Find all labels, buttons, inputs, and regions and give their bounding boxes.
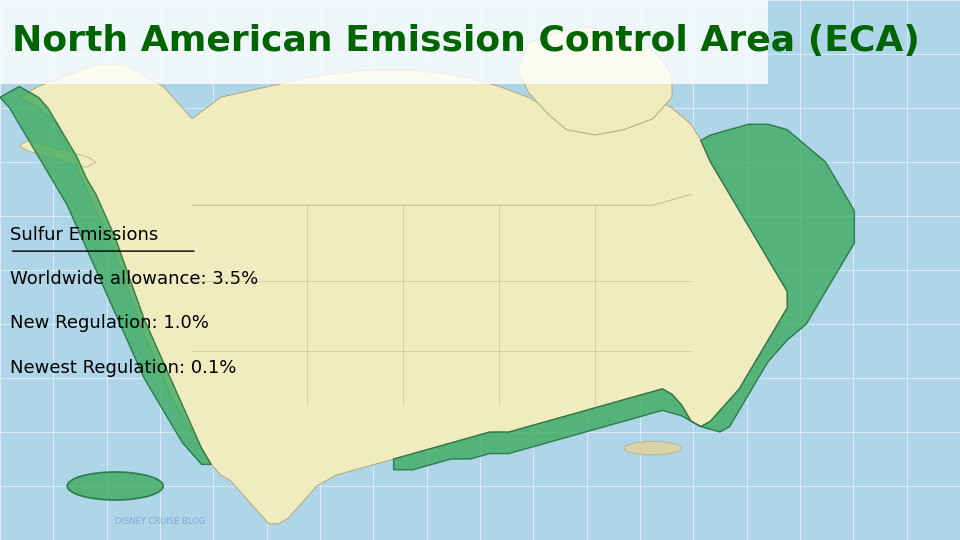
Text: DISNEY CRUISE BLOG: DISNEY CRUISE BLOG (115, 517, 205, 526)
Polygon shape (19, 65, 787, 524)
Polygon shape (394, 389, 701, 470)
FancyBboxPatch shape (0, 0, 768, 84)
Text: Worldwide allowance: 3.5%: Worldwide allowance: 3.5% (10, 270, 258, 288)
Ellipse shape (624, 442, 682, 455)
Text: Newest Regulation: 0.1%: Newest Regulation: 0.1% (10, 359, 236, 377)
Text: North American Emission Control Area (ECA): North American Emission Control Area (EC… (12, 24, 920, 57)
Polygon shape (0, 86, 211, 464)
Text: Sulfur Emissions: Sulfur Emissions (10, 226, 157, 244)
Polygon shape (19, 140, 96, 167)
Ellipse shape (67, 472, 163, 500)
Polygon shape (518, 27, 672, 135)
Polygon shape (701, 124, 854, 432)
Text: New Regulation: 1.0%: New Regulation: 1.0% (10, 314, 208, 333)
